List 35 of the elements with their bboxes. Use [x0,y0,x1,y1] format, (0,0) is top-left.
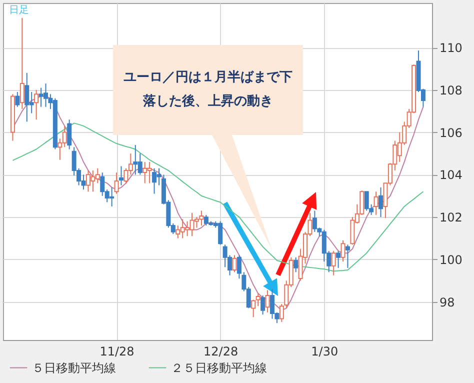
x-tick-label: 1/30 [311,344,338,358]
legend-label: ５日移動平均線 [32,360,116,375]
candlestick [152,168,157,194]
candlestick [345,244,350,268]
y-tick-label: 104 [440,168,462,182]
candlestick [34,89,39,120]
candlestick [265,290,270,313]
y-tick-label: 98 [440,295,455,310]
candlestick [251,299,256,318]
candlestick [114,172,119,194]
candlestick [378,186,384,218]
x-tick-label: 12/28 [204,344,238,358]
candlestick [15,92,20,108]
candlestick [331,250,336,276]
legend-label: ２５日移動平均線 [171,360,267,375]
candlestick [20,17,24,110]
candlestick [374,191,378,216]
candlestick [336,250,341,268]
y-tick-label: 108 [440,83,462,98]
candlestick [294,256,298,273]
annotation: 日足 [9,5,29,16]
x-tick-label: 11/28 [100,344,134,358]
candlestick [256,292,260,307]
candlestick [260,294,266,316]
y-tick-label: 100 [440,252,462,267]
candlestick [232,254,237,273]
y-tick-label: 110 [440,41,462,56]
candlestick [340,240,346,262]
candlestick [236,254,242,280]
candlestick [67,119,72,150]
annotation: ユーロ／円は１月半ばまで下落した後、上昇の動き [124,70,292,109]
y-tick-label: 102 [440,210,462,225]
candlestick [279,303,284,322]
y-tick-label: 106 [440,126,462,140]
candlestick [118,166,124,186]
